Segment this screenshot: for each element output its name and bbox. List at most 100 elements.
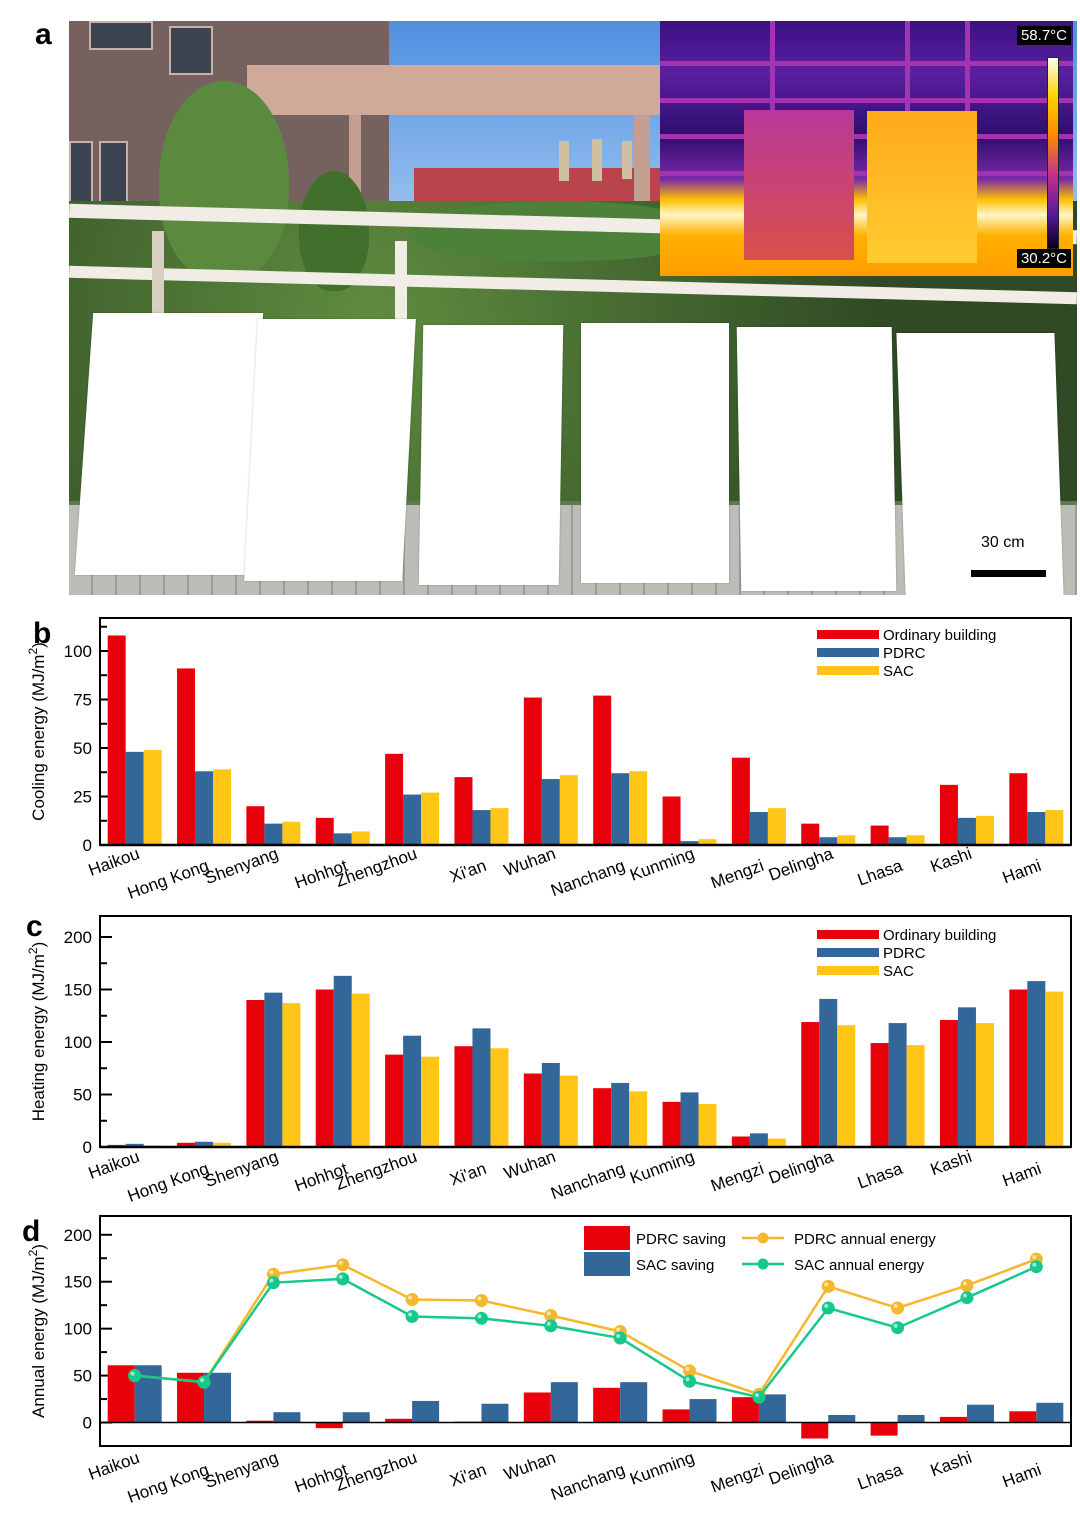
bar-pdrc-saving-wuhan [523,1392,551,1423]
bar-pdrc-hohhot [333,833,352,845]
bar-pdrc-delingha [819,998,838,1147]
point-pdrc-annual-energy-hohhot [336,1258,350,1272]
point-highlight [477,1296,482,1301]
x-tick-label-nanchang: Nanchang [548,1159,627,1203]
distant-tower [559,141,569,181]
max-temperature-label: 58.7°C [1016,26,1071,45]
bar-sac-kashi [975,815,994,845]
legend-marker-sac-annual-energy [757,1258,769,1270]
bar-pdrc-xi-an [472,1028,491,1147]
bar-sac-hong-kong [213,1142,232,1147]
bar-ordinary-building-shenyang [246,1000,265,1147]
bar-ordinary-building-xi-an [454,777,473,845]
point-sac-annual-energy-mengzi [752,1390,766,1404]
y-tick-label: 150 [64,981,92,1000]
y-tick-label: 50 [73,1367,92,1386]
x-tick-label-mengzi: Mengzi [708,1460,766,1497]
bar-pdrc-lhasa [888,837,907,845]
legend-label-sac: SAC [883,963,914,980]
bar-pdrc-xi-an [472,810,491,845]
legend-swatch-sac [817,966,879,975]
bar-pdrc-shenyang [264,992,283,1147]
bar-sac-saving-kunming [689,1399,717,1423]
bar-pdrc-saving-delingha [801,1422,829,1439]
bar-ordinary-building-lhasa [870,1043,889,1147]
bar-ordinary-building-hohhot [315,989,334,1147]
x-tick-label-xi-an: Xi'an [447,856,489,887]
point-pdrc-annual-energy-kashi [960,1278,974,1292]
x-tick-label-kashi: Kashi [928,1147,974,1179]
bar-sac-saving-hohhot [342,1412,370,1423]
distant-tower [592,139,602,181]
bar-ordinary-building-mengzi [731,757,750,845]
bar-sac-zhengzhou [421,1056,440,1147]
point-highlight [754,1393,759,1398]
railing-post [395,241,407,341]
point-highlight [477,1314,482,1319]
x-tick-label-zhengzhou: Zhengzhou [333,844,419,891]
point-sac-annual-energy-zhengzhou [405,1309,419,1323]
thermal-panel-warm [867,111,977,263]
point-highlight [824,1304,829,1308]
bar-sac-saving-zhengzhou [412,1400,440,1423]
bar-pdrc-hohhot [333,975,352,1147]
point-sac-annual-energy-hohhot [336,1272,350,1286]
point-highlight [546,1311,551,1316]
y-tick-label: 50 [73,739,92,758]
line-pdrc-annual-energy [134,1258,1037,1396]
plot-frame [99,1215,1072,1447]
bar-pdrc-hong-kong [195,1141,214,1147]
bar-pdrc-nanchang [611,1082,630,1147]
legend-swatch-ordinary-building [817,630,879,639]
legend-marker-pdrc-annual-energy [757,1232,769,1244]
y-tick-label: 50 [73,1086,92,1105]
point-sac-annual-energy-kunming [683,1374,697,1388]
min-temperature-label: 30.2°C [1016,249,1071,268]
x-tick-label-kashi: Kashi [928,844,974,876]
legend-label-pdrc-annual-energy: PDRC annual energy [794,1231,936,1248]
bar-sac-saving-shenyang [273,1412,301,1423]
point-sac-annual-energy-nanchang [613,1331,627,1345]
panel-label-c: c [26,910,43,943]
x-tick-label-lhasa: Lhasa [855,856,906,890]
bar-pdrc-haikou [125,751,144,845]
bar-sac-hami [1045,991,1064,1147]
point-highlight [269,1278,274,1283]
bar-ordinary-building-haikou [107,635,126,845]
point-highlight [338,1274,343,1279]
thermal-image-inset: 58.7°C 30.2°C [660,21,1073,276]
bar-sac-saving-lhasa [897,1415,925,1423]
bar-ordinary-building-nanchang [593,695,612,845]
y-tick-label: 200 [64,928,92,947]
y-axis-title: Heating energy (MJ/m2) [26,942,48,1122]
bar-ordinary-building-zhengzhou [385,1054,404,1147]
bar-ordinary-building-hong-kong [177,1142,196,1147]
x-tick-label-shenyang: Shenyang [202,1147,280,1191]
y-tick-label: 200 [64,1226,92,1245]
y-tick-label: 75 [73,690,92,709]
legend-swatch-ordinary-building [817,930,879,939]
legend-swatch-pdrc-saving [584,1226,630,1250]
point-sac-annual-energy-hami [1029,1260,1043,1274]
x-tick-label-zhengzhou: Zhengzhou [333,1448,419,1495]
point-sac-annual-energy-hong-kong [197,1375,211,1389]
bar-pdrc-kashi [957,817,976,845]
bar-pdrc-hami [1027,981,1046,1147]
railing-post [152,231,164,331]
x-tick-label-lhasa: Lhasa [855,1159,906,1193]
x-tick-label-hami: Hami [1000,856,1044,887]
legend-label-pdrc-saving: PDRC saving [636,1231,726,1248]
point-highlight [824,1282,829,1287]
point-highlight [546,1321,551,1326]
point-highlight [1032,1262,1037,1267]
point-highlight [616,1327,621,1332]
bar-pdrc-delingha [819,837,838,845]
bar-ordinary-building-lhasa [870,825,889,845]
bar-sac-hohhot [351,831,370,845]
legend-swatch-pdrc [817,948,879,957]
coated-panel-3 [418,325,564,585]
bar-ordinary-building-wuhan [523,697,542,845]
x-tick-label-nanchang: Nanchang [548,856,627,900]
x-tick-label-haikou: Haikou [86,1147,142,1183]
legend-label-pdrc: PDRC [883,645,926,662]
